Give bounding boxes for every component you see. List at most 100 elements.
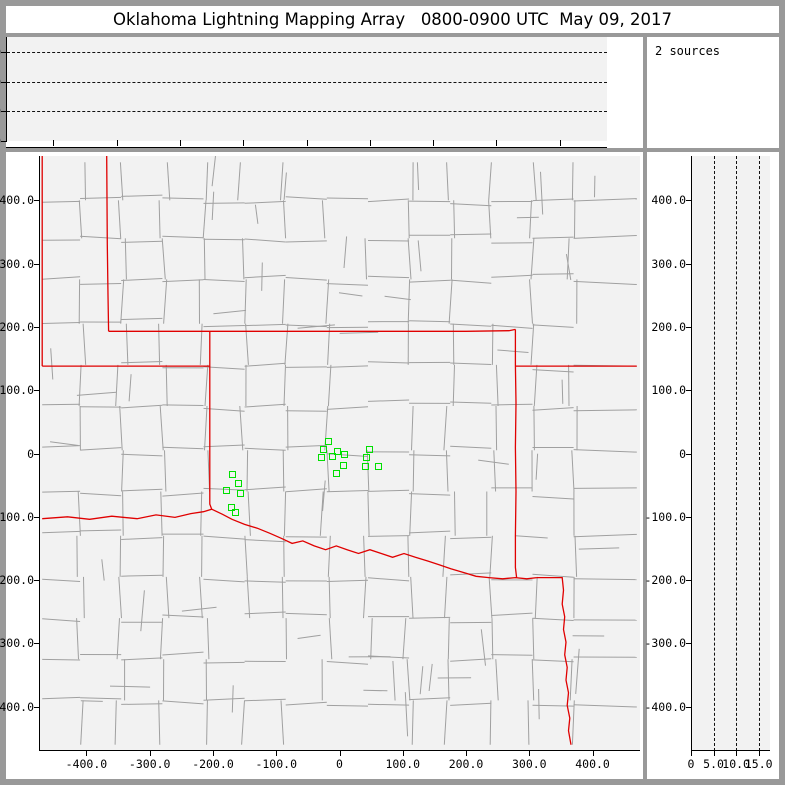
lightning-source-marker	[339, 461, 347, 469]
y-tick-mark	[1, 81, 7, 83]
y-tick-mark	[34, 390, 40, 392]
y-tick-mark	[34, 516, 40, 518]
x-tick-mark	[212, 750, 214, 756]
lightning-source-marker	[235, 479, 243, 487]
y-tick-label: 300.0	[651, 256, 686, 271]
x-tick-mark	[86, 750, 88, 756]
x-tick-mark	[116, 140, 118, 146]
y-tick-label: 0	[27, 446, 34, 461]
lightning-source-marker	[332, 469, 340, 477]
y-tick-label: -200.0	[644, 573, 686, 588]
gridline	[7, 111, 607, 113]
y-tick-label: 200.0	[0, 319, 34, 334]
x-tick-label: 100.0	[385, 757, 421, 771]
x-axis-line	[691, 750, 770, 751]
y-tick-label: 10.0	[0, 75, 6, 89]
lightning-source-marker	[317, 454, 325, 462]
lightning-source-marker	[361, 463, 369, 471]
y-tick-label: -300.0	[644, 636, 686, 651]
y-tick-label: -400.0	[644, 699, 686, 714]
y-tick-label: -100.0	[644, 509, 686, 524]
lightning-source-marker	[222, 487, 230, 495]
x-tick-mark	[402, 750, 404, 756]
x-tick-label: 5.0	[703, 757, 724, 771]
y-tick-label: -200.0	[0, 573, 34, 588]
y-tick-label: 300.0	[0, 256, 34, 271]
y-tick-mark	[34, 643, 40, 645]
lightning-source-marker	[227, 503, 235, 511]
y-tick-label: 15.0	[0, 45, 6, 59]
y-tick-mark	[686, 326, 692, 328]
y-tick-label: 400.0	[0, 193, 34, 208]
x-tick-mark	[306, 140, 308, 146]
gridline	[7, 81, 607, 83]
plot-background	[6, 37, 607, 141]
east-height-panel: 400.0 300.0 200.0 100.0 0 -100.0 -200.0 -300.0 -…	[644, 152, 779, 779]
gridline	[758, 156, 760, 751]
x-tick-mark	[243, 140, 245, 146]
plan-view-panel: 400.0 300.0 200.0 100.0 0 -100.0 -200.0 -300.0 -…	[0, 152, 643, 779]
y-tick-mark	[34, 263, 40, 265]
y-tick-label: 100.0	[0, 383, 34, 398]
x-tick-mark	[276, 750, 278, 756]
x-tick-label: 400.0	[575, 757, 610, 771]
gridline	[713, 156, 715, 751]
x-tick-mark	[433, 140, 435, 146]
x-tick-label: -400.0	[65, 757, 108, 771]
x-tick-label: -300.0	[128, 757, 171, 771]
lightning-source-marker	[324, 437, 332, 445]
x-tick-mark	[713, 750, 715, 756]
x-tick-mark	[758, 750, 760, 756]
y-tick-mark	[1, 141, 7, 142]
y-tick-label: -400.0	[0, 699, 34, 714]
time-height-plot[interactable]: 05.010.015.0 -400.0-300.0-200.0-100.0010…	[0, 37, 607, 168]
y-tick-label: 5.0	[0, 104, 6, 118]
x-tick-label: -100.0	[255, 757, 298, 771]
x-tick-mark	[466, 750, 468, 756]
y-tick-label: -300.0	[0, 636, 34, 651]
x-tick-mark	[496, 140, 498, 146]
x-axis-line	[6, 147, 607, 148]
lightning-source-marker	[366, 445, 374, 453]
y-tick-mark	[1, 51, 7, 53]
y-axis-line	[6, 37, 7, 141]
time-height-panel: 05.010.015.0 -400.0-300.0-200.0-100.0010…	[0, 37, 643, 168]
lightning-source-marker	[375, 463, 383, 471]
x-tick-mark	[53, 140, 55, 146]
x-tick-mark	[529, 750, 531, 756]
lightning-source-marker	[334, 448, 342, 456]
lightning-source-marker	[229, 470, 237, 478]
y-tick-mark	[1, 111, 7, 113]
x-tick-mark	[592, 750, 594, 756]
x-tick-mark	[736, 750, 738, 756]
y-tick-mark	[34, 200, 40, 202]
x-tick-mark	[339, 750, 341, 756]
y-tick-mark	[686, 643, 692, 645]
y-tick-label: 200.0	[651, 319, 686, 334]
y-tick-mark	[686, 453, 692, 455]
lightning-source-marker	[232, 508, 240, 516]
east-height-plot[interactable]: 400.0 300.0 200.0 100.0 0 -100.0 -200.0 -300.0 -…	[644, 156, 773, 771]
x-tick-label: 200.0	[448, 757, 484, 771]
plan-view-plot[interactable]: 400.0 300.0 200.0 100.0 0 -100.0 -200.0 -300.0 -…	[0, 156, 640, 771]
y-tick-label: 100.0	[651, 383, 686, 398]
y-tick-mark	[686, 390, 692, 392]
lightning-source-marker	[340, 450, 348, 458]
lightning-source-marker	[237, 489, 245, 497]
y-tick-mark	[34, 706, 40, 708]
y-tick-label: -100.0	[0, 509, 34, 524]
y-tick-mark	[686, 580, 692, 582]
page-title-text: Oklahoma Lightning Mapping Array 0800-09…	[112, 10, 673, 29]
lightning-source-marker	[320, 445, 328, 453]
x-tick-mark	[691, 750, 692, 756]
x-tick-label: 300.0	[511, 757, 547, 771]
x-tick-mark	[149, 750, 151, 756]
x-tick-label: -200.0	[192, 757, 234, 771]
lightning-source-marker	[328, 453, 336, 461]
y-tick-mark	[34, 580, 40, 582]
source-count-panel: 2 sources	[647, 37, 779, 148]
x-tick-mark	[179, 140, 181, 146]
lightning-source-marker	[363, 454, 371, 462]
gridline	[7, 51, 607, 53]
